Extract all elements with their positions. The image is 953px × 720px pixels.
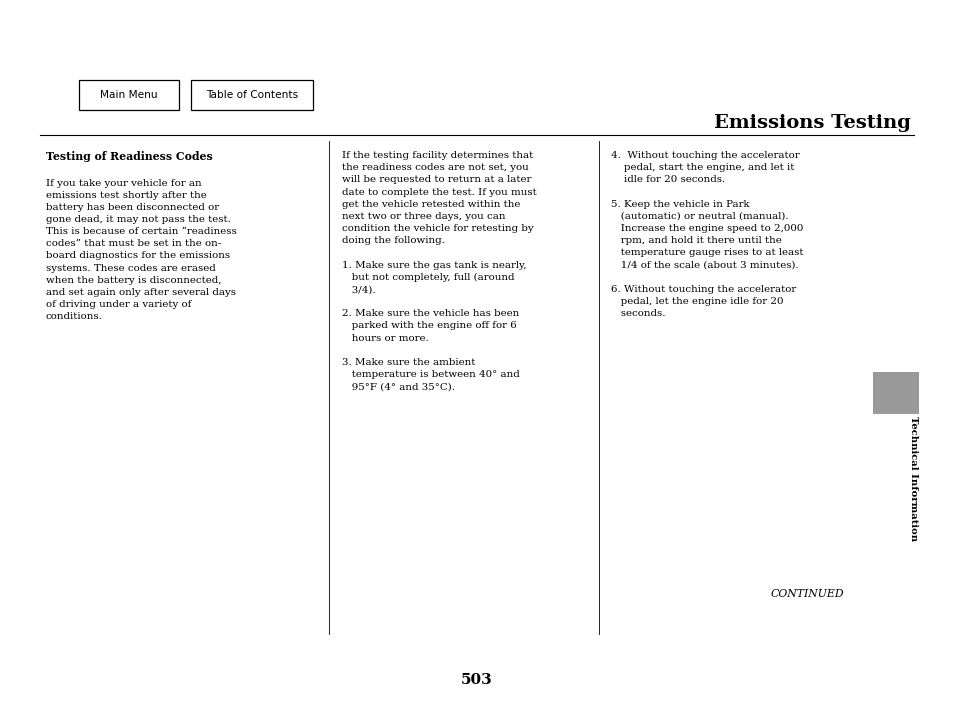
Text: Emissions Testing: Emissions Testing [714, 114, 910, 132]
Text: Table of Contents: Table of Contents [206, 90, 297, 100]
FancyBboxPatch shape [79, 80, 179, 110]
Text: Main Menu: Main Menu [100, 90, 158, 100]
Text: If the testing facility determines that
the readiness codes are not set, you
wil: If the testing facility determines that … [341, 151, 536, 391]
FancyBboxPatch shape [191, 80, 313, 110]
FancyBboxPatch shape [872, 372, 918, 414]
Text: Technical Information: Technical Information [908, 416, 918, 541]
Text: 503: 503 [460, 673, 493, 688]
Text: 4.  Without touching the accelerator
    pedal, start the engine, and let it
   : 4. Without touching the accelerator peda… [610, 151, 802, 318]
Text: Testing of Readiness Codes: Testing of Readiness Codes [46, 151, 213, 162]
Text: If you take your vehicle for an
emissions test shortly after the
battery has bee: If you take your vehicle for an emission… [46, 179, 236, 321]
Text: CONTINUED: CONTINUED [770, 589, 843, 599]
